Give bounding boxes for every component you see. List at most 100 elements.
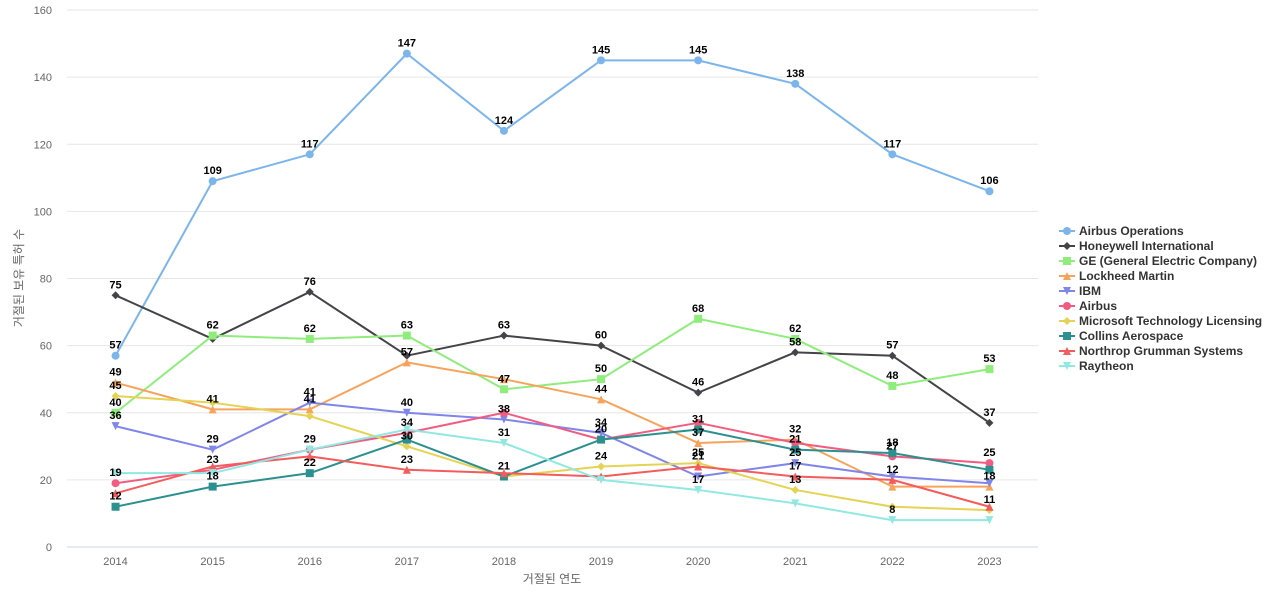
legend-item[interactable]: IBM (1059, 284, 1101, 298)
data-point-marker[interactable] (694, 314, 703, 323)
data-point-marker[interactable] (305, 398, 314, 407)
data-point-marker[interactable] (888, 351, 897, 360)
data-point-marker[interactable] (499, 438, 508, 447)
series-line[interactable] (114, 361, 991, 488)
series-line[interactable] (114, 428, 991, 508)
data-point-marker[interactable] (985, 516, 994, 525)
data-point-marker[interactable] (985, 459, 994, 468)
data-point-marker[interactable] (791, 79, 800, 88)
data-point-marker[interactable] (111, 291, 120, 300)
data-point-marker[interactable] (499, 415, 508, 424)
data-point-marker[interactable] (597, 462, 606, 471)
data-point-marker[interactable] (597, 375, 606, 384)
data-point-marker[interactable] (111, 502, 120, 511)
data-point-marker[interactable] (499, 408, 508, 417)
data-point-marker[interactable] (985, 479, 994, 488)
data-point-marker[interactable] (111, 479, 120, 488)
data-point-marker[interactable] (985, 187, 994, 196)
data-point-marker[interactable] (791, 445, 800, 454)
data-point-marker[interactable] (694, 462, 703, 471)
data-point-marker[interactable] (305, 405, 314, 414)
data-point-marker[interactable] (111, 378, 120, 387)
data-point-marker[interactable] (402, 351, 411, 360)
data-point-marker[interactable] (402, 331, 411, 340)
data-point-marker[interactable] (499, 469, 508, 478)
data-point-marker[interactable] (791, 334, 800, 343)
data-point-marker[interactable] (791, 438, 800, 447)
data-point-marker[interactable] (402, 425, 411, 434)
data-point-marker[interactable] (305, 452, 314, 461)
data-point-marker[interactable] (888, 449, 897, 458)
data-point-marker[interactable] (597, 428, 606, 437)
data-point-marker[interactable] (111, 469, 120, 478)
legend-item[interactable]: Northrop Grumman Systems (1059, 344, 1243, 358)
series-line[interactable] (114, 52, 991, 357)
data-point-marker[interactable] (499, 126, 508, 135)
series-line[interactable] (114, 290, 991, 424)
legend-item[interactable]: Airbus Operations (1059, 224, 1184, 238)
data-point-marker[interactable] (111, 422, 120, 431)
data-point-marker[interactable] (402, 49, 411, 58)
data-point-marker[interactable] (111, 391, 120, 400)
data-point-marker[interactable] (208, 462, 217, 471)
data-point-marker[interactable] (208, 177, 217, 186)
data-point-marker[interactable] (208, 469, 217, 478)
data-point-marker[interactable] (402, 358, 411, 367)
data-point-marker[interactable] (791, 499, 800, 508)
data-point-marker[interactable] (402, 465, 411, 474)
data-point-marker[interactable] (985, 418, 994, 427)
data-point-marker[interactable] (791, 485, 800, 494)
legend-item[interactable]: Collins Aerospace (1059, 329, 1184, 343)
legend-item[interactable]: Airbus (1059, 299, 1117, 313)
data-point-marker[interactable] (208, 331, 217, 340)
legend-item[interactable]: GE (General Electric Company) (1059, 254, 1257, 268)
series-line[interactable] (114, 428, 991, 522)
data-point-marker[interactable] (694, 438, 703, 447)
data-point-marker[interactable] (305, 412, 314, 421)
data-point-marker[interactable] (305, 150, 314, 159)
series-line[interactable] (114, 411, 991, 485)
data-point-marker[interactable] (597, 395, 606, 404)
data-point-marker[interactable] (888, 475, 897, 484)
data-point-marker[interactable] (694, 472, 703, 481)
data-point-marker[interactable] (597, 475, 606, 484)
data-point-marker[interactable] (694, 388, 703, 397)
data-point-marker[interactable] (597, 435, 606, 444)
data-point-marker[interactable] (305, 334, 314, 343)
legend-item[interactable]: Lockheed Martin (1059, 269, 1174, 283)
data-point-marker[interactable] (985, 502, 994, 511)
data-point-marker[interactable] (111, 351, 120, 360)
data-point-marker[interactable] (305, 469, 314, 478)
data-point-marker[interactable] (499, 385, 508, 394)
data-point-marker[interactable] (694, 418, 703, 427)
data-point-marker[interactable] (208, 405, 217, 414)
data-point-marker[interactable] (791, 348, 800, 357)
data-point-marker[interactable] (402, 442, 411, 451)
data-point-marker[interactable] (888, 150, 897, 159)
data-point-marker[interactable] (402, 435, 411, 444)
legend-item[interactable]: Honeywell International (1059, 239, 1214, 253)
data-point-marker[interactable] (208, 482, 217, 491)
data-point-marker[interactable] (888, 502, 897, 511)
data-point-marker[interactable] (111, 489, 120, 498)
data-point-marker[interactable] (111, 408, 120, 417)
data-point-marker[interactable] (888, 516, 897, 525)
data-point-marker[interactable] (888, 482, 897, 491)
data-point-marker[interactable] (499, 331, 508, 340)
data-point-marker[interactable] (305, 445, 314, 454)
data-point-marker[interactable] (985, 465, 994, 474)
data-point-marker[interactable] (208, 445, 217, 454)
data-point-marker[interactable] (499, 375, 508, 384)
data-point-marker[interactable] (985, 365, 994, 374)
data-point-marker[interactable] (597, 56, 606, 65)
data-point-marker[interactable] (888, 381, 897, 390)
legend-item[interactable]: Raytheon (1059, 359, 1134, 373)
legend-item[interactable]: Microsoft Technology Licensing (1059, 314, 1262, 328)
series-line[interactable] (114, 394, 991, 512)
data-point-marker[interactable] (694, 485, 703, 494)
data-point-marker[interactable] (791, 459, 800, 468)
data-point-marker[interactable] (597, 341, 606, 350)
data-point-marker[interactable] (402, 408, 411, 417)
data-point-marker[interactable] (208, 398, 217, 407)
